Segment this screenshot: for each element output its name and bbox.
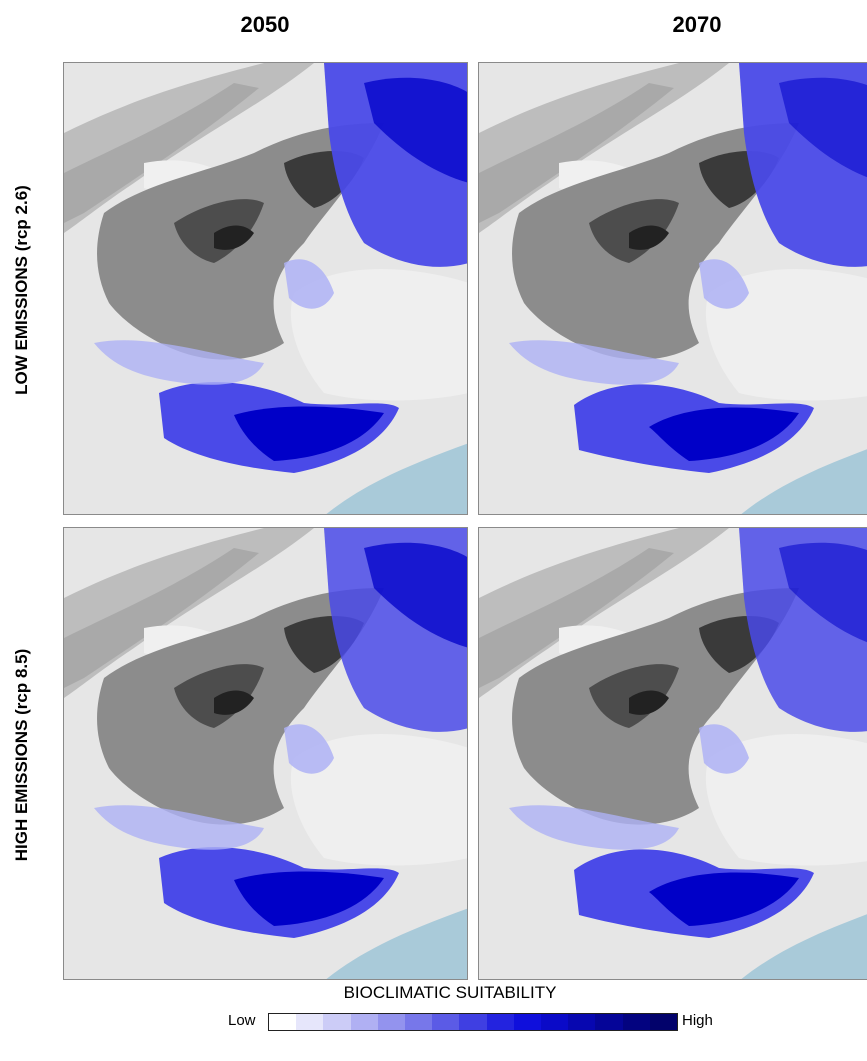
legend-color-cell [323, 1014, 351, 1030]
legend-low-label: Low [228, 1012, 256, 1029]
relief-map [479, 528, 867, 979]
legend-color-cell [377, 1014, 406, 1030]
relief-map [64, 63, 467, 514]
sea [741, 449, 867, 514]
legend-color-cell [459, 1014, 487, 1030]
map-panel-high-2070 [478, 527, 867, 980]
legend-color-bar [268, 1013, 678, 1031]
legend-color-cell [513, 1014, 542, 1030]
legend-color-cell [595, 1014, 623, 1030]
legend-high-label: High [682, 1012, 713, 1029]
legend-color-cell [269, 1014, 297, 1030]
jura-hills [479, 63, 729, 233]
map-panel-high-2050 [63, 527, 468, 980]
jura-hills [64, 63, 314, 233]
legend-color-cell [486, 1014, 514, 1030]
sea [326, 443, 467, 514]
relief-map [64, 528, 467, 979]
row-title-high-emissions: HIGH EMISSIONS (rcp 8.5) [12, 648, 31, 862]
legend-color-cell [649, 1014, 678, 1030]
column-title-2050: 2050 [240, 12, 290, 37]
legend-color-cell [296, 1014, 324, 1030]
legend-color-cell [541, 1014, 569, 1030]
jura-hills [479, 528, 729, 698]
jura-hills [64, 528, 314, 698]
column-title-2070: 2070 [672, 12, 722, 37]
legend-color-cell [568, 1014, 596, 1030]
row-title-low-emissions: LOW EMISSIONS (rcp 2.6) [12, 185, 31, 395]
legend-color-cell [622, 1014, 650, 1030]
legend-color-cell [350, 1014, 378, 1030]
relief-map [479, 63, 867, 514]
legend-color-cell [432, 1014, 460, 1030]
map-panel-low-2050 [63, 62, 468, 515]
sea [741, 914, 867, 979]
map-panel-low-2070 [478, 62, 867, 515]
sea [326, 908, 467, 979]
legend-title: BIOCLIMATIC SUITABILITY [343, 983, 557, 1002]
legend-color-cell [405, 1014, 433, 1030]
